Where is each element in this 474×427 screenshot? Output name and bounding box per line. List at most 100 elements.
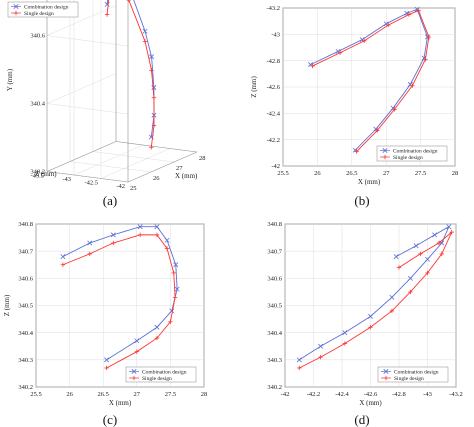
- plus-marker: [297, 365, 302, 371]
- plus-marker: [149, 145, 154, 150]
- x-marker-stroke: [151, 85, 157, 90]
- x-marker: [60, 254, 66, 260]
- plus-marker: [392, 107, 397, 112]
- y-tick-label: 340.2: [30, 169, 45, 176]
- y-tick-label: 340.2: [18, 384, 33, 391]
- x-tick-label: 27: [383, 170, 390, 177]
- x-marker-stroke: [149, 54, 155, 60]
- series-line-combination: [299, 225, 450, 361]
- y-tick-label: 340.3: [267, 357, 282, 364]
- plus-marker: [386, 22, 391, 28]
- x-marker: [296, 357, 302, 363]
- plus-marker: [318, 354, 323, 360]
- x-tick-label: 28: [201, 391, 208, 398]
- plus-marker: [137, 232, 143, 238]
- x-marker-stroke: [382, 148, 388, 153]
- x-marker: [174, 286, 180, 292]
- x-marker: [149, 54, 155, 60]
- plus-marker: [149, 68, 154, 73]
- plus-marker: [418, 251, 423, 257]
- x-marker-stroke: [389, 294, 395, 300]
- x-axis-label: X (mm): [175, 172, 198, 180]
- z-axis-label: Z (mm): [35, 170, 57, 178]
- x-tick-label: 28: [452, 170, 459, 177]
- x-marker-stroke: [142, 28, 148, 34]
- y-axis-label: Y (mm): [6, 68, 14, 91]
- grid-line: [46, 73, 117, 104]
- x-marker-stroke: [110, 232, 116, 238]
- series-line-combination: [310, 8, 428, 151]
- grid-line: [100, 148, 171, 179]
- grid-line: [69, 161, 152, 173]
- x-marker: [164, 237, 170, 243]
- x-marker: [131, 369, 137, 374]
- x-marker-stroke: [308, 62, 314, 68]
- plus-marker: [164, 246, 170, 251]
- plus-marker: [168, 319, 173, 324]
- x-marker-stroke: [87, 240, 93, 246]
- x-marker: [142, 28, 148, 34]
- x-tick-label: 27.5: [165, 391, 176, 398]
- legend-box: [125, 366, 197, 383]
- x-marker-stroke: [413, 243, 419, 249]
- x-tick-label: 27: [134, 391, 141, 398]
- x-marker: [154, 224, 160, 230]
- y-tick-label: 340.5: [18, 303, 33, 310]
- x-marker-stroke: [407, 81, 413, 87]
- plus-marker: [389, 308, 395, 314]
- plus-marker: [310, 63, 315, 69]
- x-marker-stroke: [383, 369, 389, 374]
- plus-marker: [436, 240, 442, 246]
- x-marker-stroke: [154, 224, 160, 230]
- y-tick-label: 340.3: [18, 357, 33, 364]
- plus-marker: [154, 232, 160, 238]
- chart-panel-b: 25.5 26 26.5 27 27.5 28 -43.2 -43 -42.8 -42.6 -42.…: [250, 5, 458, 186]
- plus-marker: [361, 38, 367, 44]
- plus-marker: [154, 335, 160, 341]
- panel-label: (d): [354, 412, 369, 427]
- x-tick-label: 25: [130, 185, 137, 192]
- legend-label: Single design: [393, 155, 423, 161]
- x-marker-stroke: [446, 224, 452, 230]
- box-edge: [127, 151, 198, 183]
- plus-marker: [171, 270, 176, 276]
- plus-marker: [337, 50, 343, 55]
- x-tick-label: -42: [281, 391, 290, 398]
- x-axis-label: X (mm): [109, 399, 132, 407]
- plus-marker: [425, 270, 430, 276]
- plus-marker: [172, 295, 178, 300]
- legend-label: Single design: [142, 376, 172, 382]
- grid-line: [46, 5, 117, 36]
- x-marker-stroke: [164, 237, 170, 243]
- series-line-single: [62, 234, 176, 369]
- x-marker: [368, 313, 373, 319]
- y-tick-label: 340.8: [267, 221, 282, 228]
- x-marker-stroke: [414, 6, 420, 12]
- plus-marker: [151, 95, 157, 100]
- x-tick-label: 26: [153, 175, 160, 182]
- grid-line: [46, 35, 129, 47]
- legend-label: Combination design: [24, 5, 69, 11]
- legend-box: [377, 366, 449, 383]
- x-marker: [383, 369, 389, 374]
- plus-marker: [13, 10, 19, 16]
- x-tick-label: 26: [66, 391, 73, 398]
- grid-line: [73, 144, 144, 176]
- x-marker-stroke: [131, 369, 137, 374]
- chart-panel-c: 25.5 26 26.5 27 27.5 28 340.2 340.3 340.4 340.5 34…: [3, 221, 207, 407]
- plus-marker: [383, 375, 389, 381]
- plus-marker: [354, 149, 359, 154]
- y-tick-label: -42.2: [266, 137, 280, 144]
- plus-marker: [131, 375, 137, 381]
- series-line-single: [312, 10, 430, 152]
- x-marker-stroke: [134, 338, 140, 344]
- x-tick-label: 27: [176, 165, 183, 172]
- y-axis-label: Z (mm): [3, 294, 11, 316]
- series-line-single: [299, 231, 453, 369]
- x-tick-label: -42.2: [307, 391, 321, 398]
- x-marker: [389, 294, 395, 300]
